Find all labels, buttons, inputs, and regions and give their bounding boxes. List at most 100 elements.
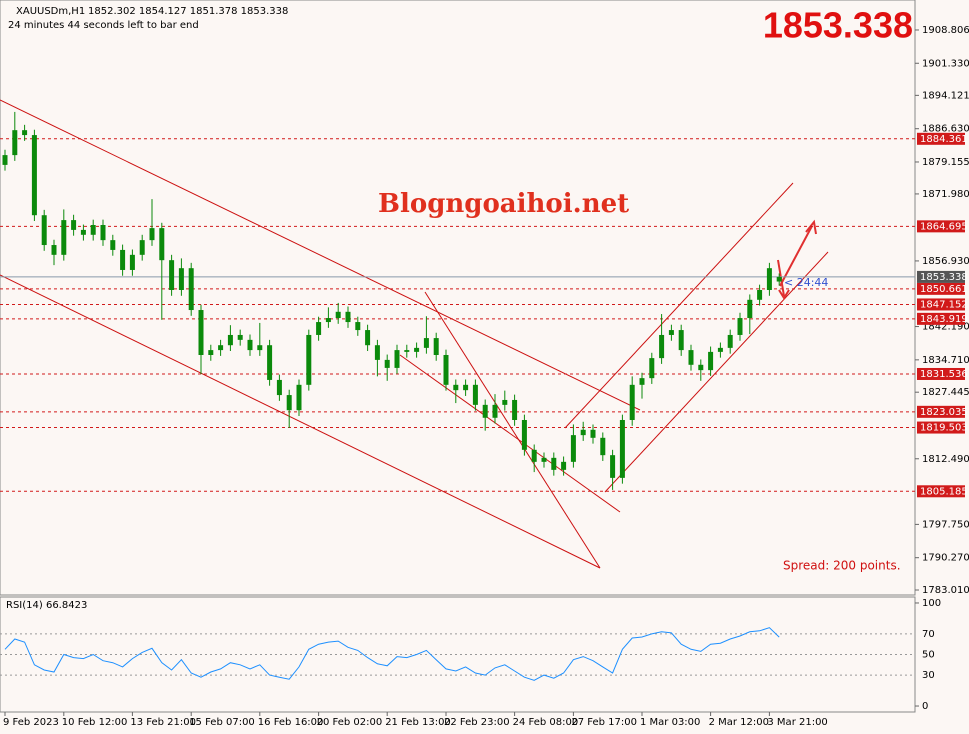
y-tick-label: 1812.490 (922, 454, 969, 465)
candle-body (766, 268, 772, 290)
candle-body (345, 311, 351, 323)
candle-body (31, 135, 37, 216)
level-label-bg (917, 132, 965, 145)
candle-body (404, 350, 410, 352)
y-tick-label: 1886.630 (922, 124, 969, 135)
trendline (564, 182, 794, 429)
timer-short: < 24:44 (784, 276, 828, 289)
candle-body (188, 268, 194, 311)
y-tick-label: 1908.806 (922, 25, 969, 36)
x-tick-label: 15 Feb 07:00 (189, 717, 255, 728)
candle-body (502, 399, 508, 405)
candle-body (394, 350, 400, 368)
candle-body (41, 215, 47, 246)
candle-body (639, 378, 645, 385)
candle-body (325, 318, 331, 323)
rsi-tick-label: 30 (922, 670, 935, 681)
candle-body (149, 228, 155, 241)
level-label: 1847.152 (920, 299, 968, 310)
x-tick-label: 24 Feb 08:00 (513, 717, 579, 728)
symbol: XAUUSDm,H1 (16, 6, 85, 17)
candle-body (296, 384, 302, 411)
x-tick-label: 21 Feb 13:00 (385, 717, 451, 728)
candle-body (51, 245, 57, 255)
y-tick-label: 1834.710 (922, 355, 969, 366)
candle-body (80, 229, 86, 235)
candle-body (580, 429, 586, 436)
candle-body (71, 220, 77, 230)
candle-body (551, 457, 557, 470)
candle-body (218, 345, 224, 351)
candle-body (629, 384, 635, 420)
candle-body (90, 225, 96, 235)
candle-body (267, 345, 273, 380)
y-tick-label: 1879.155 (922, 157, 969, 168)
y-tick-label: 1797.750 (922, 519, 969, 530)
rsi-line (4, 627, 780, 681)
x-tick-label: 20 Feb 02:00 (317, 717, 383, 728)
y-tick-label: 1856.930 (922, 256, 969, 267)
candle-body (335, 311, 341, 319)
x-tick-label: 2 Mar 12:00 (709, 717, 769, 728)
rsi-title: RSI(14) 66.8423 (6, 600, 87, 611)
candle-body (443, 354, 449, 385)
ohlc: 1852.302 1854.127 1851.378 1853.338 (88, 6, 288, 17)
candle-body (561, 461, 567, 470)
level-label-bg (917, 367, 965, 380)
y-tick-label: 1894.121 (922, 90, 969, 101)
y-tick-label: 1901.330 (922, 58, 969, 69)
candle-body (610, 455, 616, 478)
candle-body (306, 334, 312, 385)
x-tick-label: 16 Feb 16:00 (258, 717, 324, 728)
candle-body (649, 358, 655, 379)
candle-body (727, 334, 733, 348)
level-label-bg (917, 220, 965, 233)
level-label: 1850.661 (920, 284, 968, 295)
rsi-tick-label: 100 (922, 598, 941, 609)
level-label: 1819.503 (920, 423, 968, 434)
candle-body (286, 395, 292, 411)
candle-body (590, 429, 596, 438)
candle-body (737, 318, 743, 335)
trendline (604, 251, 829, 493)
y-tick-label: 1783.010 (922, 585, 969, 596)
candle-body (139, 240, 145, 255)
candle-body (698, 364, 704, 371)
x-tick-label: 1 Mar 03:00 (640, 717, 700, 728)
candle-body (110, 240, 116, 250)
level-label: 1884.361 (920, 134, 968, 145)
candle-body (129, 254, 135, 270)
watermark: Blogngoaihoi.net (378, 189, 629, 219)
candle-body (668, 330, 674, 335)
candle-body (453, 384, 459, 391)
level-label: 1831.536 (920, 369, 968, 380)
candle-body (384, 359, 390, 368)
candle-body (423, 338, 429, 348)
level-label-bg (917, 282, 965, 295)
x-tick-label: 13 Feb 21:00 (130, 717, 196, 728)
candle-body (433, 338, 439, 355)
candle-body (776, 276, 782, 282)
trendline (0, 274, 601, 569)
y-tick-label: 1790.270 (922, 553, 969, 564)
candle-body (257, 345, 263, 351)
rsi-panel (0, 596, 916, 713)
x-tick-label: 9 Feb 2023 (3, 717, 59, 728)
x-tick-label: 3 Mar 21:00 (767, 717, 827, 728)
candle-body (492, 404, 498, 418)
candle-body (120, 249, 126, 270)
timer: 24 minutes 44 seconds left to bar end (8, 20, 199, 31)
candle-body (178, 268, 184, 290)
level-label-bg (917, 298, 965, 311)
candle-body (2, 155, 8, 165)
main-panel (0, 0, 916, 596)
candle-body (374, 345, 380, 360)
candle-body (12, 130, 18, 156)
candle-body (159, 228, 165, 261)
candle-body (365, 330, 371, 346)
trendline (399, 354, 621, 513)
trendlines (0, 99, 829, 569)
candle-body (227, 334, 233, 346)
candle-body (463, 384, 469, 391)
candle-body (198, 310, 204, 355)
